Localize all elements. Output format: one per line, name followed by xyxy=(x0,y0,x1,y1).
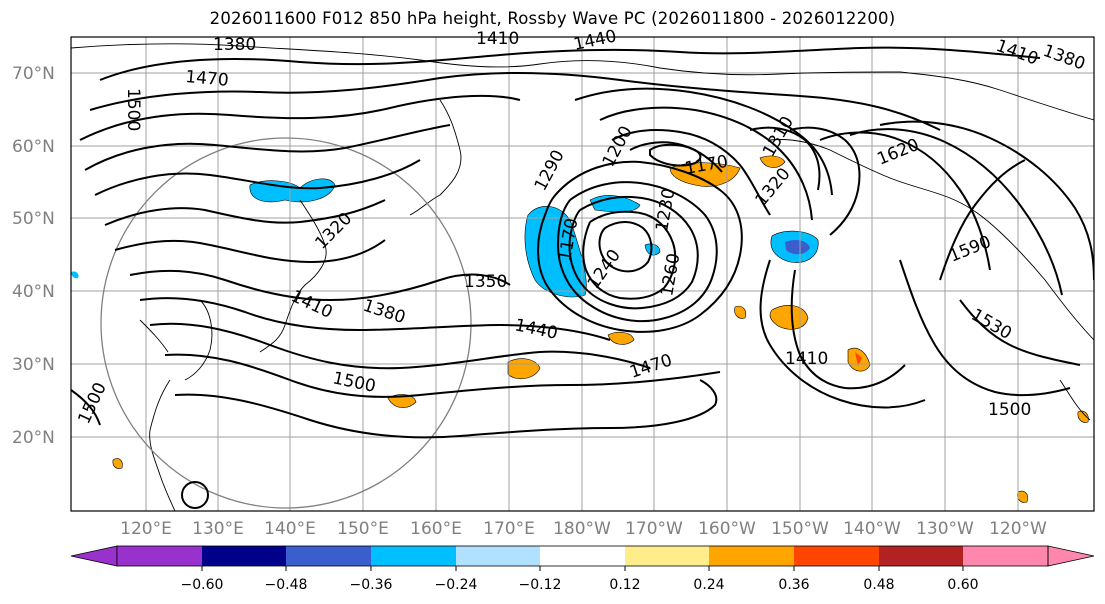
lon-tick-label: 160°E xyxy=(410,519,462,539)
lon-tick-label: 130°E xyxy=(192,519,244,539)
colorbar-tick-label: 0.60 xyxy=(947,577,978,593)
lat-tick-label: 30°N xyxy=(12,355,55,375)
map-frame xyxy=(70,36,1095,512)
colorbar-swatch xyxy=(371,546,456,566)
latitude-axis: 70°N 60°N 50°N 40°N 30°N 20°N xyxy=(12,64,55,448)
contour-label: 1530 xyxy=(968,305,1015,344)
lon-tick-label: 120°W xyxy=(989,519,1047,539)
colorbar-swatch xyxy=(879,546,963,566)
contour-label: 1410 xyxy=(993,36,1040,70)
contour-label: 1380 xyxy=(1040,41,1087,75)
contour-label: 1320 xyxy=(752,164,795,210)
colorbar-tick-label: −0.60 xyxy=(181,577,224,593)
contour-label: 1410 xyxy=(785,349,828,369)
lat-tick-label: 70°N xyxy=(12,64,55,84)
colorbar-swatch xyxy=(456,546,540,566)
colorbar-tick-label: −0.36 xyxy=(350,577,393,593)
contour-label: 1380 xyxy=(360,296,407,328)
contour-label: 1350 xyxy=(464,272,507,292)
region-circle xyxy=(100,137,472,509)
colorbar-swatch xyxy=(117,546,202,566)
contour-label: 1410 xyxy=(476,29,519,49)
lon-tick-label: 140°E xyxy=(264,519,316,539)
coastlines xyxy=(71,43,1094,511)
colorbar-tick-label: −0.24 xyxy=(435,577,478,593)
lon-tick-label: 150°W xyxy=(771,519,829,539)
colorbar-tick-label: 0.12 xyxy=(609,577,640,593)
contour-label: 1410 xyxy=(288,286,336,322)
contour-label: 1200 xyxy=(599,123,637,171)
lon-tick-label: 130°W xyxy=(916,519,974,539)
lon-tick-label: 170°E xyxy=(483,519,535,539)
longitude-axis: 120°E 130°E 140°E 150°E 160°E 170°E 180°… xyxy=(120,519,1047,539)
lat-tick-label: 40°N xyxy=(12,282,55,302)
rossby-pc-shading xyxy=(71,155,1089,503)
lon-tick-label: 160°W xyxy=(698,519,756,539)
contour-label: 1470 xyxy=(627,350,674,382)
colorbar-tick-label: −0.12 xyxy=(519,577,562,593)
lat-tick-label: 20°N xyxy=(12,428,55,448)
contour-label: 1320 xyxy=(311,209,356,254)
height-contours xyxy=(71,46,1094,509)
colorbar-tick-label: 0.48 xyxy=(863,577,894,593)
contour-label: 1500 xyxy=(988,400,1031,420)
lon-tick-label: 180°W xyxy=(553,519,611,539)
lon-tick-label: 120°E xyxy=(120,519,172,539)
colorbar-swatch xyxy=(540,546,625,566)
contour-label: 1500 xyxy=(74,379,110,427)
lat-tick-label: 60°N xyxy=(12,137,55,157)
colorbar-swatch xyxy=(625,546,709,566)
contour-label: 1440 xyxy=(513,315,559,344)
lon-tick-label: 170°W xyxy=(625,519,683,539)
map-title: 2026011600 F012 850 hPa height, Rossby W… xyxy=(209,9,896,28)
colorbar-tick-label: −0.48 xyxy=(265,577,308,593)
lon-tick-label: 140°W xyxy=(843,519,901,539)
contour-label: 1380 xyxy=(213,35,256,55)
colorbar-swatch xyxy=(709,546,794,566)
colorbar-tick-label: 0.24 xyxy=(693,577,724,593)
colorbar-max-extend xyxy=(1047,545,1095,567)
lon-tick-label: 150°E xyxy=(337,519,389,539)
contour-label: 1230 xyxy=(652,187,679,233)
colorbar-swatch xyxy=(794,546,879,566)
contour-labels: 1380 1410 1440 1410 1380 1470 1500 1320 … xyxy=(74,26,1087,427)
lat-tick-label: 50°N xyxy=(12,209,55,229)
contour-label: 1590 xyxy=(946,232,994,267)
colorbar-swatch xyxy=(202,546,286,566)
contour-label: 1470 xyxy=(185,67,230,91)
contour-label: 1500 xyxy=(123,88,143,131)
colorbar-swatch xyxy=(286,546,371,566)
colorbar: −0.60 −0.48 −0.36 −0.24 −0.12 0.12 0.24 … xyxy=(70,545,1095,593)
colorbar-swatch xyxy=(963,546,1048,566)
colorbar-tick-label: 0.36 xyxy=(778,577,809,593)
colorbar-min-extend xyxy=(70,545,118,567)
gridlines xyxy=(71,37,1094,511)
